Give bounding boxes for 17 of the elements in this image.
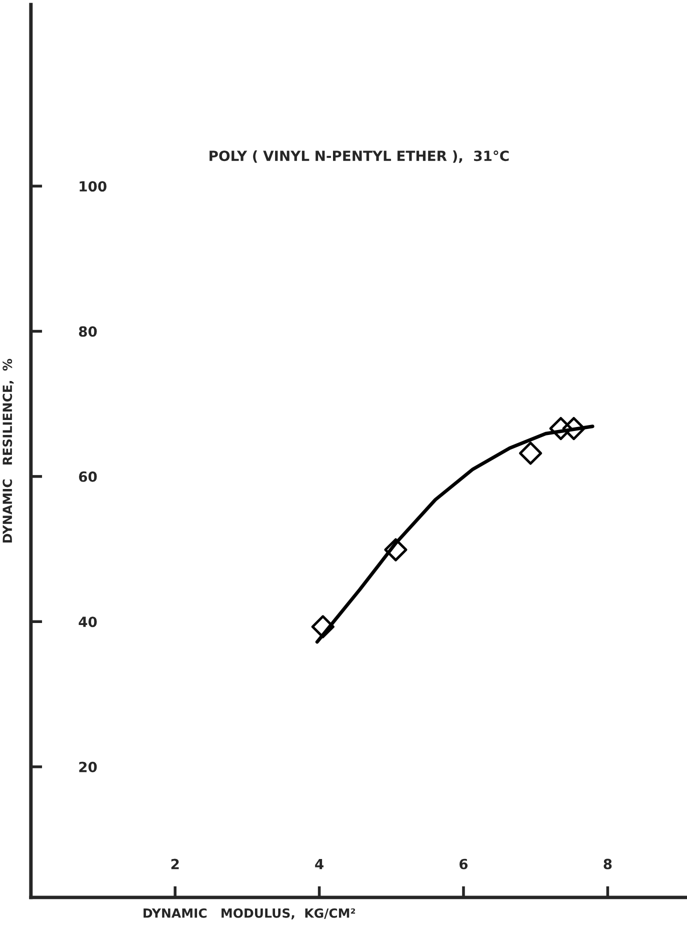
y-tick-label: 100 (80, 181, 106, 192)
y-axis-title: DYNAMIC RESILIENCE, % (2, 358, 14, 542)
y-tick-label: 80 (78, 326, 97, 337)
x-axis-title: DYNAMIC MODULUS, KG/CM² (144, 908, 356, 920)
x-tick-label: 2 (171, 858, 179, 870)
y-tick-label: 40 (78, 616, 97, 628)
point (549, 417, 572, 440)
point (562, 417, 586, 440)
point (384, 538, 408, 562)
point (311, 615, 334, 638)
y-tick-label: 60 (79, 471, 97, 482)
y-tick-label: 20 (79, 762, 97, 772)
x-tick-label: 4 (315, 858, 324, 870)
point (519, 442, 542, 465)
text: POLY ( VINYL N-PENTYL ETHER ), 31°C (210, 150, 509, 163)
x-tick-label: 8 (604, 858, 612, 870)
x-tick-label: 6 (460, 858, 468, 870)
